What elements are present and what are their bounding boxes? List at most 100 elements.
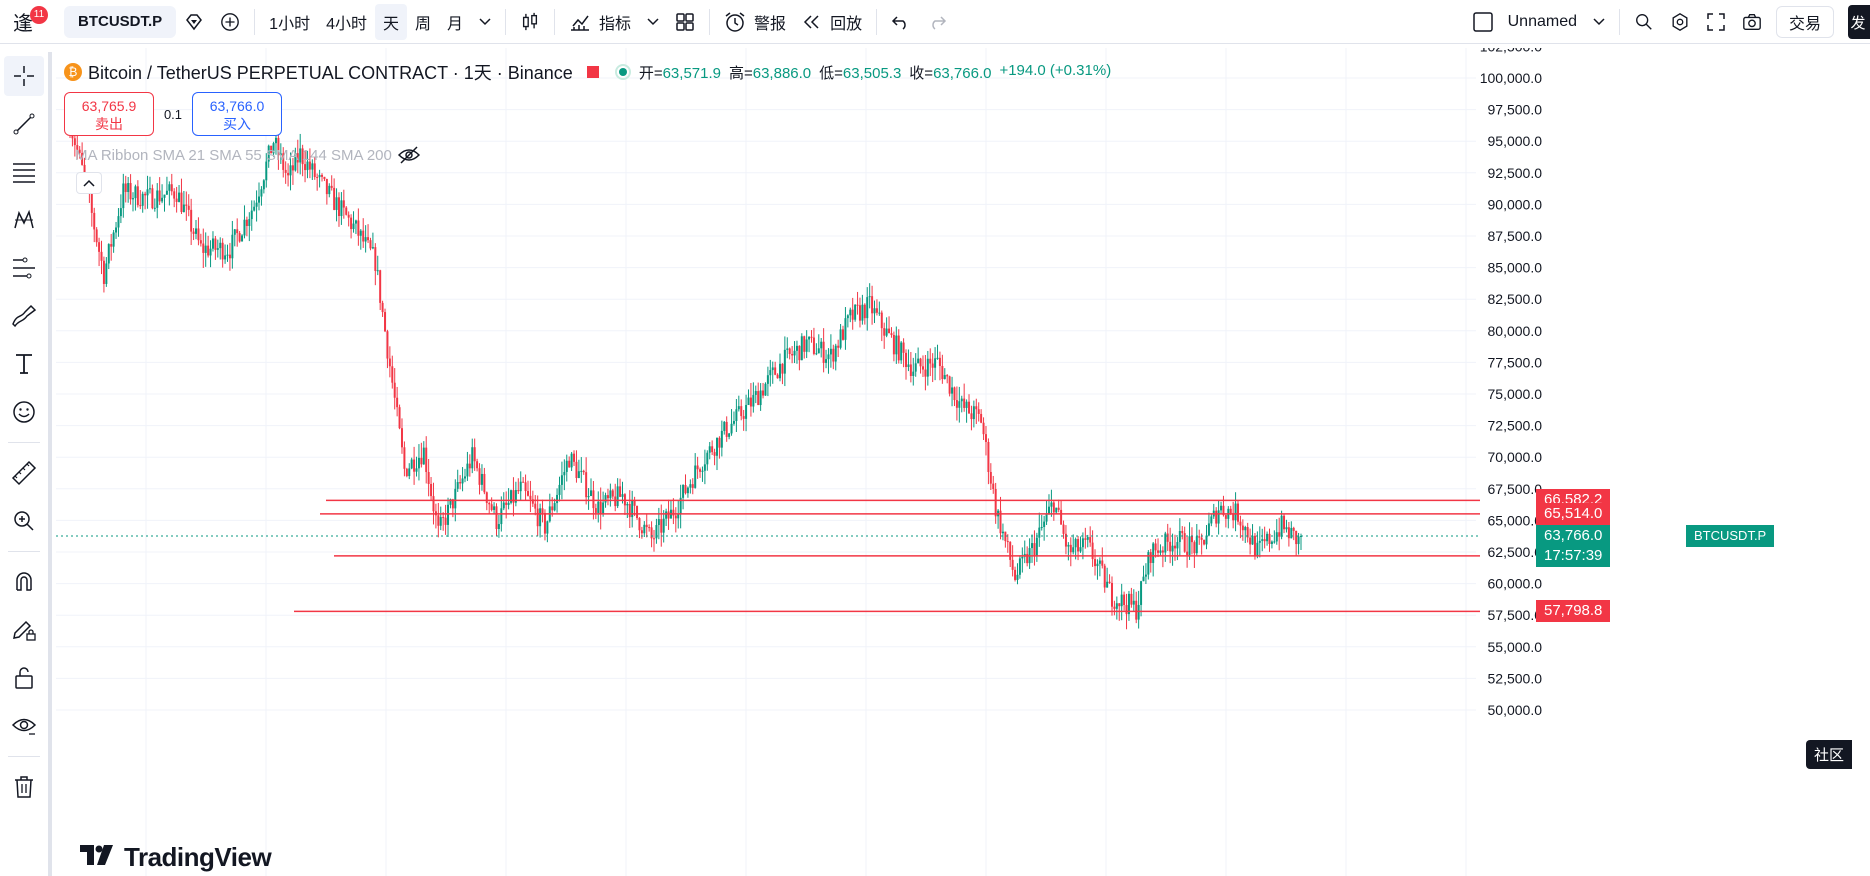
price-tick-label: 97,500.0 <box>1488 102 1543 118</box>
candle-down <box>931 363 934 368</box>
interval-4h[interactable]: 4小时 <box>326 15 367 33</box>
candle-down <box>606 495 609 499</box>
candle-up <box>861 304 864 321</box>
community-button[interactable]: 社区 <box>1806 740 1853 769</box>
pattern-tool-icon[interactable] <box>4 200 44 240</box>
layout-grid-icon[interactable] <box>667 4 703 40</box>
indicators-icon <box>571 15 590 31</box>
lock-icon[interactable] <box>4 658 44 698</box>
visibility-eye-icon[interactable] <box>4 706 44 746</box>
collapse-legend-chevron-up-icon[interactable] <box>76 172 102 194</box>
layout-name: Unnamed <box>1507 13 1577 30</box>
flag-icon[interactable] <box>586 66 599 78</box>
indicator-legend-row[interactable]: MA Ribbon SMA 21 SMA 55 SMA 144 SMA 200 <box>75 146 420 164</box>
candle-down <box>888 328 891 334</box>
candle-down <box>403 447 406 469</box>
candle-down <box>451 499 454 509</box>
candle-down <box>592 490 595 509</box>
candle-up <box>1147 552 1150 575</box>
candle-down <box>342 200 345 208</box>
candle-down <box>1154 543 1157 551</box>
candle-up <box>694 465 697 488</box>
brush-tool-icon[interactable] <box>4 296 44 336</box>
interval-1h[interactable]: 1小时 <box>269 15 311 33</box>
candle-up <box>279 153 282 156</box>
symbol-title[interactable]: Bitcoin / TetherUS PERPETUAL CONTRACT · … <box>88 63 573 83</box>
rewind-icon <box>804 14 819 29</box>
candle-up <box>502 502 505 509</box>
sell-button[interactable]: 63,765.9 卖出 <box>64 92 154 136</box>
trade-button[interactable]: 交易 <box>1775 6 1834 38</box>
candle-up <box>764 383 767 396</box>
candle-style-icon[interactable] <box>512 4 548 40</box>
indicators-button[interactable]: 指标 <box>561 4 639 40</box>
candlestick-chart[interactable]: 102,500.0 100,000.0 97,500.0 95,000.0 92,500… <box>56 48 1770 876</box>
candle-up <box>1251 535 1254 545</box>
settings-gear-icon[interactable] <box>1662 4 1698 40</box>
quick-search-icon[interactable] <box>1626 4 1662 40</box>
candle-up <box>735 409 738 422</box>
symbol-search-button[interactable]: BTCUSDT.P <box>64 5 177 38</box>
emoji-tool-icon[interactable] <box>4 392 44 432</box>
candle-down <box>386 331 389 359</box>
alert-button[interactable]: 警报 <box>716 4 794 40</box>
app-logo[interactable]: 逢 11 <box>0 4 48 40</box>
candle-up <box>1043 521 1046 527</box>
candle-up <box>211 238 214 249</box>
candle-up <box>415 468 418 472</box>
candle-down <box>919 358 922 367</box>
layout-name-button[interactable]: Unnamed <box>1464 4 1613 40</box>
tradingview-logo[interactable]: TradingView <box>80 842 272 873</box>
undo-icon[interactable] <box>883 4 919 40</box>
candle-up <box>514 490 517 503</box>
ruler-tool-icon[interactable] <box>4 453 44 493</box>
trash-icon[interactable] <box>4 767 44 807</box>
candle-up <box>706 452 709 465</box>
candle-down <box>1149 552 1152 563</box>
candle-down <box>1229 508 1232 514</box>
draw-lock-pen-icon[interactable] <box>4 610 44 650</box>
candle-down <box>791 353 794 356</box>
crosshair-tool-icon[interactable] <box>4 56 44 96</box>
quantity-value[interactable]: 0.1 <box>163 106 183 122</box>
compare-add-icon[interactable] <box>212 4 248 40</box>
indicators-dropdown-chevron-icon[interactable] <box>639 4 667 40</box>
replay-button[interactable]: 回放 <box>794 4 870 40</box>
publish-button[interactable]: 发 <box>1848 5 1870 39</box>
candle-up <box>1072 547 1075 553</box>
forecast-tool-icon[interactable] <box>4 248 44 288</box>
chart-pane[interactable]: 102,500.0 100,000.0 97,500.0 95,000.0 92,500… <box>56 48 1770 876</box>
zoom-in-icon[interactable] <box>4 501 44 541</box>
candle-down <box>78 149 81 153</box>
trend-line-tool-icon[interactable] <box>4 104 44 144</box>
interval-1d[interactable]: 天 <box>374 3 407 40</box>
candle-down <box>551 506 554 511</box>
price-tick-label: 72,500.0 <box>1488 418 1543 434</box>
candle-up <box>122 183 125 209</box>
candle-down <box>214 238 217 250</box>
candle-up <box>1207 523 1210 536</box>
interval-1w[interactable]: 周 <box>415 15 432 33</box>
candle-up <box>655 525 658 539</box>
text-tool-icon[interactable] <box>4 344 44 384</box>
candle-down <box>999 510 1002 534</box>
candle-down <box>660 519 663 533</box>
fib-retracement-tool-icon[interactable] <box>4 152 44 192</box>
buy-button[interactable]: 63,766.0 买入 <box>192 92 282 136</box>
market-status-icon[interactable] <box>614 64 631 80</box>
candle-up <box>907 364 910 367</box>
interval-dropdown-chevron-icon[interactable] <box>471 4 499 40</box>
candle-up <box>209 248 212 256</box>
candle-up <box>294 153 297 171</box>
fullscreen-icon[interactable] <box>1698 4 1734 40</box>
camera-icon[interactable] <box>1734 4 1770 40</box>
interval-1m[interactable]: 月 <box>447 15 464 33</box>
candle-down <box>398 407 401 429</box>
magnet-icon[interactable] <box>4 562 44 602</box>
layout-square-icon <box>1472 12 1493 32</box>
candle-down <box>575 461 578 479</box>
candle-up <box>1188 536 1191 555</box>
candle-up <box>1115 603 1118 609</box>
redo-icon[interactable] <box>919 4 955 40</box>
diamond-icon[interactable] <box>176 4 212 40</box>
